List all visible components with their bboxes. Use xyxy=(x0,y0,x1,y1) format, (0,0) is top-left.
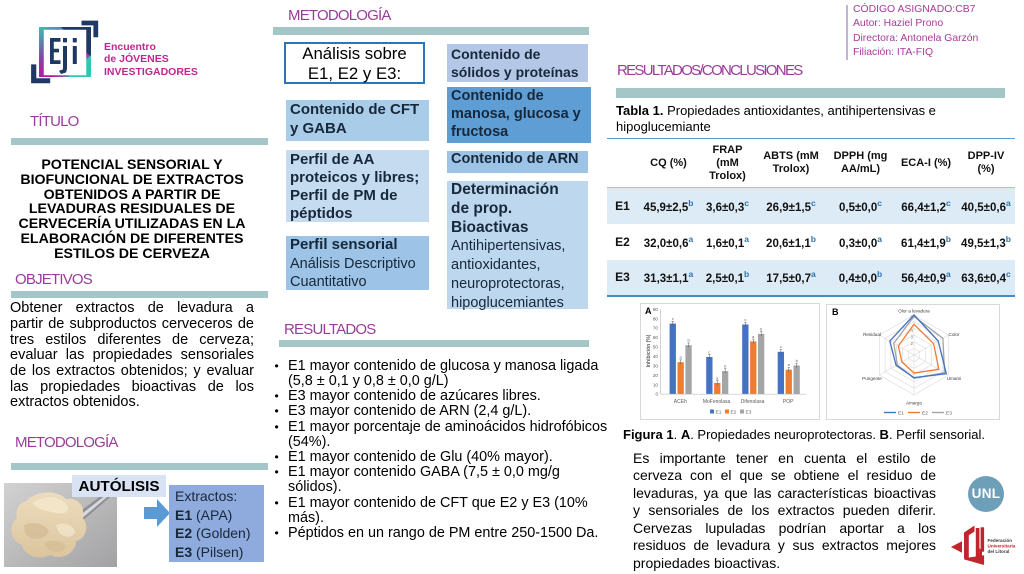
svg-text:90: 90 xyxy=(653,307,659,312)
svg-text:MoFenolasa: MoFenolasa xyxy=(703,399,731,405)
svg-text:Universitaria: Universitaria xyxy=(988,544,1016,549)
svg-text:b: b xyxy=(796,358,799,363)
svg-text:a: a xyxy=(788,362,791,367)
svg-text:30: 30 xyxy=(653,363,659,368)
svg-text:50: 50 xyxy=(653,345,659,350)
svg-text:20: 20 xyxy=(653,373,659,378)
svg-text:Pungente: Pungente xyxy=(862,376,882,381)
svg-text:c: c xyxy=(780,344,782,349)
svg-text:POP: POP xyxy=(783,399,794,405)
svg-text:E1: E1 xyxy=(716,409,722,415)
svg-text:60: 60 xyxy=(653,335,659,340)
svg-text:del Litoral: del Litoral xyxy=(988,549,1010,554)
svg-text:E3: E3 xyxy=(746,409,752,415)
svg-text:4: 4 xyxy=(911,328,914,333)
svg-text:c: c xyxy=(708,349,710,354)
svg-text:A: A xyxy=(645,306,652,316)
svg-text:a: a xyxy=(716,375,719,380)
svg-text:3: 3 xyxy=(911,335,914,340)
svg-text:E2: E2 xyxy=(731,409,737,415)
svg-text:Amargo: Amargo xyxy=(906,401,923,406)
svg-text:Olor a levadura: Olor a levadura xyxy=(898,309,930,314)
svg-text:Residual: Residual xyxy=(863,332,881,337)
svg-text:70: 70 xyxy=(653,326,659,331)
svg-text:c: c xyxy=(744,317,746,322)
svg-text:6: 6 xyxy=(911,315,914,320)
svg-text:2: 2 xyxy=(911,341,914,346)
svg-text:a: a xyxy=(752,334,755,339)
svg-text:Federación: Federación xyxy=(988,538,1013,543)
svg-text:Color: Color xyxy=(949,332,960,337)
svg-text:Umami: Umami xyxy=(947,376,962,381)
svg-text:Inhibición (%): Inhibición (%) xyxy=(646,334,652,367)
svg-text:40: 40 xyxy=(653,354,659,359)
svg-text:80: 80 xyxy=(653,316,659,321)
svg-text:b: b xyxy=(760,326,763,331)
svg-text:Difenolasa: Difenolasa xyxy=(741,399,765,405)
svg-text:a: a xyxy=(679,355,682,360)
svg-text:ACEh: ACEh xyxy=(674,399,687,405)
svg-text:E1: E1 xyxy=(898,410,904,416)
svg-text:B: B xyxy=(832,307,839,317)
svg-text:E2: E2 xyxy=(922,410,928,416)
svg-text:E3: E3 xyxy=(946,410,952,416)
svg-text:b: b xyxy=(724,364,727,369)
svg-text:10: 10 xyxy=(653,382,659,387)
svg-text:0: 0 xyxy=(655,392,658,397)
svg-text:c: c xyxy=(672,316,674,321)
svg-text:b: b xyxy=(687,338,690,343)
